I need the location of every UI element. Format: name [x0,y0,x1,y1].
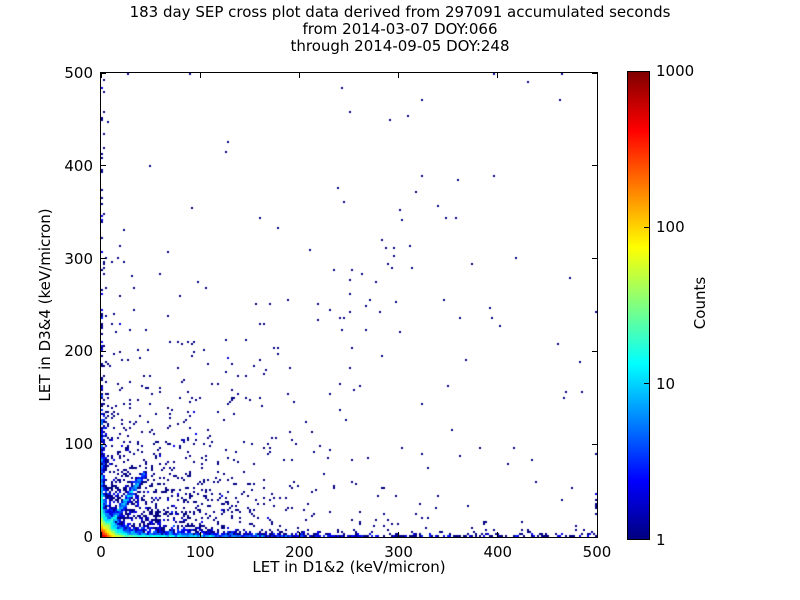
x-tick-label: 200 [285,543,314,561]
colorbar-tick-label: 1000 [656,62,695,80]
tick-mark [101,165,106,167]
tick-mark [298,532,300,537]
y-tick-label: 0 [83,528,93,546]
colorbar-gradient [628,72,649,539]
colorbar-tick-mark [644,227,649,229]
tick-mark [596,532,598,537]
tick-mark [101,258,106,260]
tick-mark [596,73,598,78]
plot-area [100,72,598,538]
y-tick-label: 400 [64,156,93,175]
tick-mark [101,72,106,74]
tick-mark [592,443,597,445]
title-line-1: 183 day SEP cross plot data derived from… [129,3,671,21]
title-line-2: from 2014-03-07 DOY:066 [302,20,498,38]
y-tick-label: 300 [64,249,93,268]
chart-title: 183 day SEP cross plot data derived from… [0,4,800,55]
tick-mark [398,73,400,78]
tick-mark [101,443,106,445]
colorbar-tick-label: 1 [656,531,666,549]
y-tick-label: 200 [64,342,93,361]
x-tick-label: 100 [185,543,215,561]
tick-mark [100,532,102,537]
colorbar-tick-mark [644,382,649,384]
tick-mark [592,536,597,538]
colorbar-label-counts: Counts [691,276,709,330]
colorbar [627,71,650,540]
y-axis-label: LET in D3&4 (keV/micron) [36,208,54,402]
tick-mark [592,72,597,74]
x-tick-label: 0 [96,543,106,561]
tick-mark [497,73,499,78]
tick-mark [592,258,597,260]
colorbar-tick-label: 100 [656,218,685,237]
x-axis-label: LET in D1&2 (keV/micron) [252,558,446,576]
tick-mark [592,350,597,352]
tick-mark [298,73,300,78]
tick-mark [101,350,106,352]
x-tick-label: 500 [582,543,612,561]
tick-mark [199,532,201,537]
title-line-3: through 2014-09-05 DOY:248 [290,37,510,55]
tick-mark [199,73,201,78]
y-tick-label: 100 [64,435,93,454]
x-tick-label: 400 [483,543,513,561]
colorbar-tick-label: 10 [656,374,676,393]
scatter-canvas [101,73,597,537]
tick-mark [497,532,499,537]
tick-mark [398,532,400,537]
tick-mark [100,73,102,78]
tick-mark [101,536,106,538]
y-tick-label: 500 [64,64,93,82]
x-tick-label: 300 [384,543,413,561]
tick-mark [592,165,597,167]
